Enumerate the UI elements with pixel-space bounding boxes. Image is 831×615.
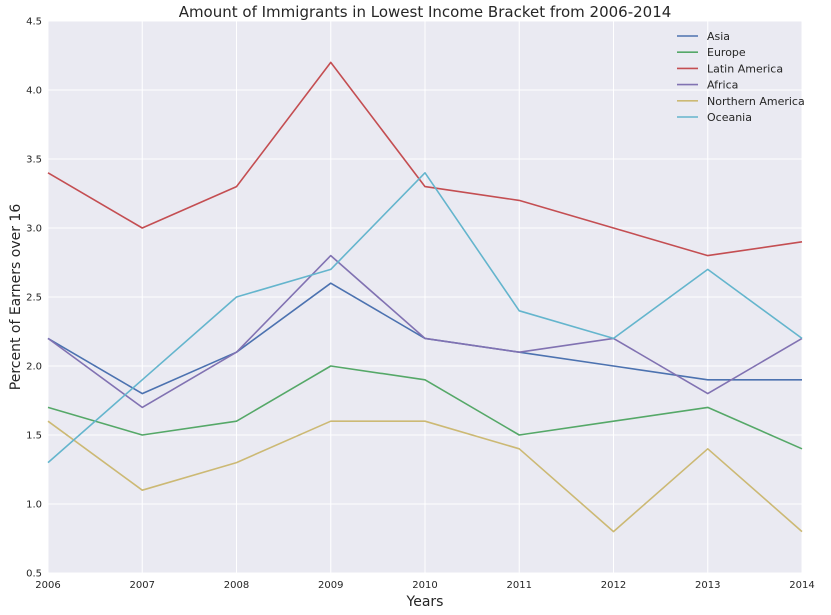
series-line-africa <box>47 254 803 409</box>
x-tick-label: 2012 <box>601 580 626 591</box>
series-lines <box>47 61 803 533</box>
y-tick-label: 2.5 <box>26 293 42 304</box>
x-tick-label: 2008 <box>224 580 249 591</box>
y-tick-label: 0.5 <box>26 569 42 580</box>
y-gridlines <box>48 20 802 574</box>
x-axis-label: Years <box>406 594 444 610</box>
legend-label: Europe <box>707 46 746 59</box>
y-tick-label: 1.0 <box>26 500 42 511</box>
x-tick-label: 2013 <box>695 580 720 591</box>
y-tick-label: 1.5 <box>26 431 42 442</box>
y-tick-label: 4.0 <box>26 86 42 97</box>
y-axis-label: Percent of Earners over 16 <box>8 204 24 391</box>
legend-label: Northern America <box>707 95 805 108</box>
chart-title: Amount of Immigrants in Lowest Income Br… <box>179 3 672 21</box>
legend-label: Asia <box>707 30 730 43</box>
y-tick-label: 3.5 <box>26 155 42 166</box>
x-tick-labels: 2006 2007 2008 2009 2010 2011 2012 2013 2014 <box>35 580 814 591</box>
legend-label: Oceania <box>707 111 752 124</box>
series-line-northern-america <box>47 420 803 533</box>
y-tick-label: 3.0 <box>26 224 42 235</box>
legend-label: Latin America <box>707 62 783 75</box>
legend: Asia Europe Latin America Africa Northern Am… <box>677 30 805 124</box>
x-tick-label: 2009 <box>318 580 343 591</box>
x-tick-label: 2010 <box>412 580 437 591</box>
series-line-europe <box>47 365 803 450</box>
x-tick-label: 2014 <box>789 580 814 591</box>
x-tick-label: 2011 <box>507 580 532 591</box>
series-line-latin-america <box>47 61 803 257</box>
x-tick-label: 2006 <box>35 580 60 591</box>
y-tick-label: 2.0 <box>26 362 42 373</box>
y-tick-label: 4.5 <box>26 17 42 28</box>
x-tick-label: 2007 <box>130 580 155 591</box>
series-line-oceania <box>47 172 803 464</box>
y-tick-labels: 0.5 1.0 1.5 2.0 2.5 3.0 3.5 4.0 4.5 <box>26 17 42 580</box>
legend-label: Africa <box>707 79 738 92</box>
